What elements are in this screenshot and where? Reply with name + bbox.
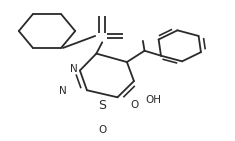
Text: O: O (98, 125, 106, 135)
Text: S: S (98, 99, 106, 112)
Text: OH: OH (145, 95, 161, 105)
Text: N: N (59, 86, 67, 96)
Text: O: O (130, 100, 139, 110)
Text: N: N (70, 64, 78, 74)
